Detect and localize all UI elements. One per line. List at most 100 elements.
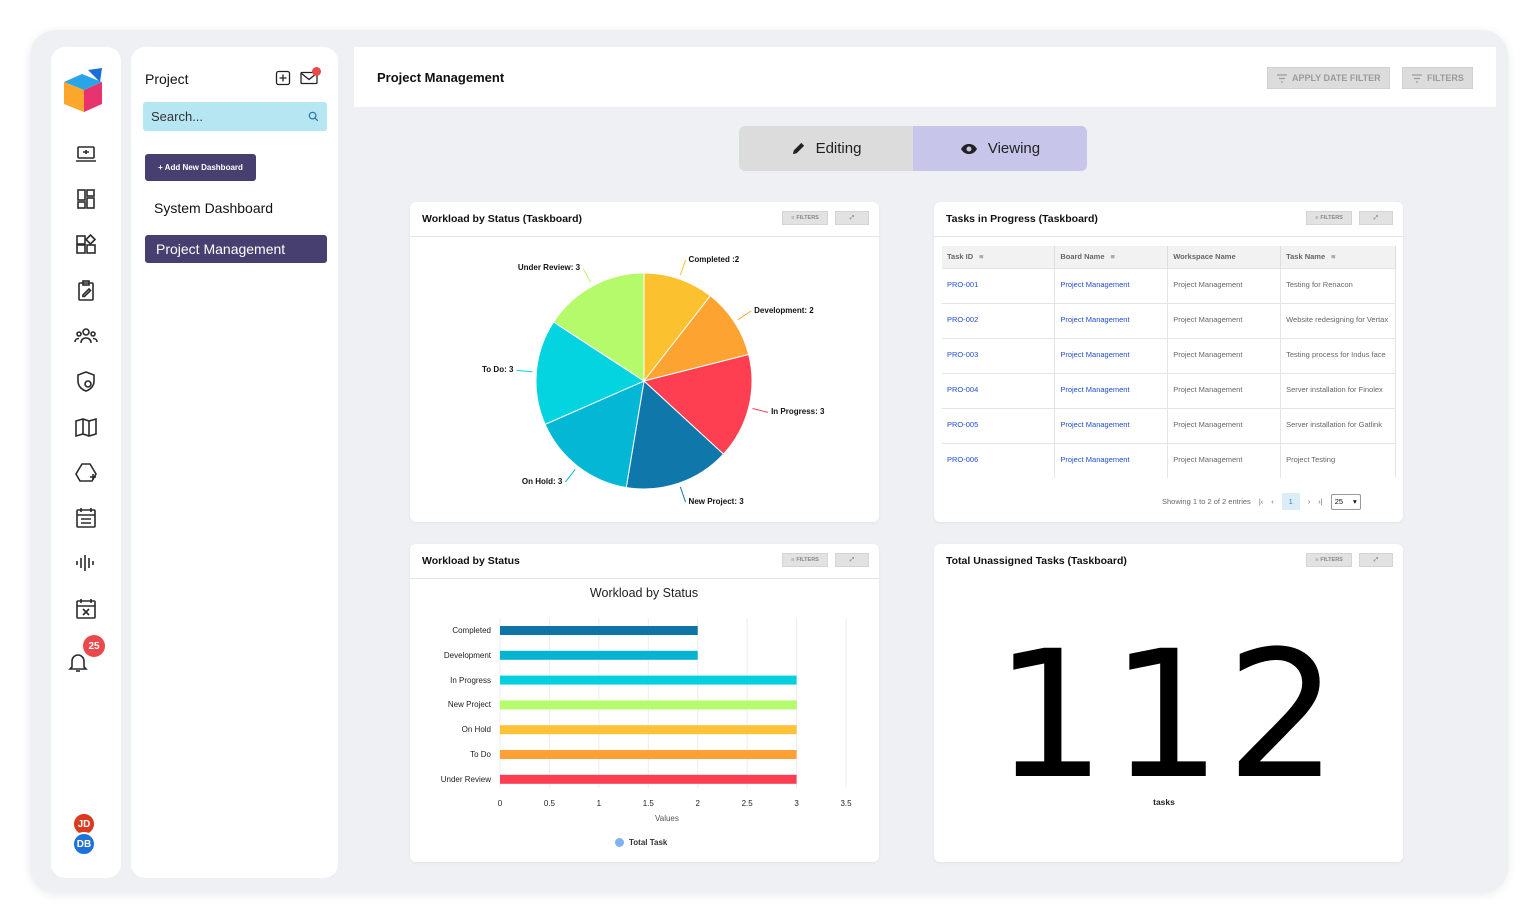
table-cell-link[interactable]: PRO-001 [942, 267, 1056, 303]
page-size-select[interactable]: 25 ▾ [1330, 493, 1361, 510]
card-filters-button[interactable]: ≡ FILTERS [1306, 553, 1352, 567]
table-cell-link[interactable]: Project Management [1054, 442, 1169, 478]
expand-icon[interactable]: ⤢ [1359, 211, 1393, 225]
bar[interactable] [500, 725, 797, 735]
pie-slice[interactable] [642, 353, 753, 455]
card-filters-button[interactable]: ≡ FILTERS [782, 553, 828, 567]
prev-page-icon[interactable]: ‹ [1271, 497, 1274, 506]
pie-label: Under Review: 3 [517, 263, 581, 273]
widgets-icon[interactable] [72, 231, 100, 259]
page-title: Project Management [377, 70, 505, 85]
card-title: Workload by Status [422, 555, 520, 567]
x-tick-label: 1 [596, 799, 602, 808]
bar[interactable] [500, 750, 797, 759]
nav-item-project-management[interactable]: Project Management [145, 235, 327, 263]
mode-toggle: Editing Viewing [739, 126, 1087, 171]
table-cell-link[interactable]: PRO-002 [942, 302, 1056, 338]
table-row[interactable]: PRO-002 Project Management Project Managem… [942, 302, 1396, 338]
table-cell-link[interactable]: PRO-006 [942, 442, 1056, 478]
column-header[interactable]: Task Name ≡ [1280, 246, 1396, 268]
card-divider [410, 236, 879, 237]
bell-icon[interactable] [64, 648, 92, 676]
table-cell: Testing for Renacon [1280, 267, 1396, 303]
pencil-icon [792, 142, 804, 155]
last-page-icon[interactable]: ›| [1318, 497, 1323, 506]
table-cell-link[interactable]: PRO-005 [942, 407, 1056, 443]
filter-icon: ≡ [1315, 215, 1319, 221]
first-page-icon[interactable]: |‹ [1258, 497, 1264, 506]
column-header[interactable]: Task ID ≡ [942, 246, 1056, 268]
filter-icon: ≡ [791, 215, 795, 221]
dashboard-layout-icon[interactable] [72, 185, 100, 213]
table-cell-link[interactable]: Project Management [1054, 337, 1169, 373]
card-filters-button[interactable]: ≡ FILTERS [1306, 211, 1352, 225]
bar[interactable] [500, 650, 698, 660]
editing-mode-button[interactable]: Editing [739, 126, 913, 171]
chart-legend: Total Task [615, 838, 667, 847]
audio-wave-icon[interactable] [72, 549, 100, 577]
pie-label: New Project: 3 [688, 497, 744, 507]
pie-leader-line [582, 268, 592, 283]
clipboard-edit-icon[interactable] [72, 277, 100, 305]
bar[interactable] [500, 774, 797, 784]
filter-icon: ≡ [791, 557, 795, 563]
x-tick-label: 2 [695, 799, 700, 808]
table-row[interactable]: PRO-001 Project Management Project Managem… [942, 267, 1396, 303]
add-square-icon[interactable] [275, 70, 291, 86]
add-new-dashboard-button[interactable]: + Add New Dashboard [145, 154, 256, 181]
expand-icon[interactable]: ⤢ [1359, 553, 1393, 567]
pie-slice[interactable] [544, 380, 645, 489]
card-title: Total Unassigned Tasks (Taskboard) [946, 555, 1127, 567]
shield-user-icon[interactable] [72, 368, 100, 396]
search-icon[interactable] [308, 111, 319, 122]
table-cell: Website redesigning for Vertax [1280, 302, 1396, 338]
table-cell-link[interactable]: Project Management [1054, 302, 1169, 338]
app-logo[interactable] [62, 68, 106, 114]
table-row[interactable]: PRO-003 Project Management Project Managem… [942, 337, 1396, 373]
table-cell-link[interactable]: PRO-003 [942, 337, 1056, 373]
table-row[interactable]: PRO-004 Project Management Project Managem… [942, 372, 1396, 408]
pie-slice[interactable] [643, 272, 712, 383]
page-size-value: 25 [1334, 497, 1344, 506]
avatar[interactable]: DB [72, 832, 96, 856]
x-tick-label: 1.5 [642, 799, 654, 808]
column-header[interactable]: Workspace Name [1167, 246, 1282, 268]
table-cell-link[interactable]: Project Management [1054, 372, 1169, 408]
column-filter-icon[interactable]: ≡ [1331, 252, 1336, 262]
bar[interactable] [500, 700, 797, 710]
column-filter-icon[interactable]: ≡ [979, 252, 984, 262]
pie-slice[interactable] [552, 272, 645, 382]
nav-item-system-dashboard[interactable]: System Dashboard [154, 200, 274, 216]
calendar-list-icon[interactable] [72, 504, 100, 532]
calendar-cancel-icon[interactable] [72, 595, 100, 623]
expand-icon[interactable]: ⤢ [835, 211, 869, 225]
team-icon[interactable] [72, 322, 100, 350]
column-header[interactable]: Board Name ≡ [1054, 246, 1169, 268]
table-row[interactable]: PRO-005 Project Management Project Managem… [942, 407, 1396, 443]
book-map-icon[interactable] [72, 413, 100, 441]
y-category-label: New Project [447, 700, 491, 710]
next-page-icon[interactable]: › [1307, 497, 1311, 506]
pie-slice[interactable] [535, 321, 646, 426]
table-row[interactable]: PRO-006 Project Management Project Managem… [942, 442, 1396, 478]
bar[interactable] [500, 675, 797, 685]
table-cell-link[interactable]: Project Management [1054, 407, 1169, 443]
pie-slice[interactable] [625, 380, 725, 490]
cloud-drive-icon[interactable] [72, 459, 100, 487]
laptop-icon[interactable] [72, 140, 100, 168]
column-filter-icon[interactable]: ≡ [1110, 252, 1115, 262]
expand-icon[interactable]: ⤢ [835, 553, 869, 567]
table-cell-link[interactable]: PRO-004 [942, 372, 1056, 408]
search-input[interactable]: Search... [143, 102, 327, 131]
viewing-mode-button[interactable]: Viewing [913, 126, 1087, 171]
table-cell-link[interactable]: Project Management [1054, 267, 1169, 303]
tasks-table: Task ID ≡ Board Name ≡ Workspace Name Task Na… [942, 246, 1396, 478]
page-number[interactable]: 1 [1281, 493, 1300, 510]
pie-label: On Hold: 3 [521, 477, 563, 486]
card-filters-button[interactable]: ≡ FILTERS [782, 211, 828, 225]
bar[interactable] [500, 626, 698, 635]
unassigned-tasks-card: Total Unassigned Tasks (Taskboard) ≡ FILT… [934, 544, 1403, 862]
pie-slice[interactable] [642, 295, 750, 382]
apply-date-filter-button[interactable]: APPLY DATE FILTER [1267, 67, 1390, 89]
filters-button[interactable]: FILTERS [1402, 67, 1473, 89]
